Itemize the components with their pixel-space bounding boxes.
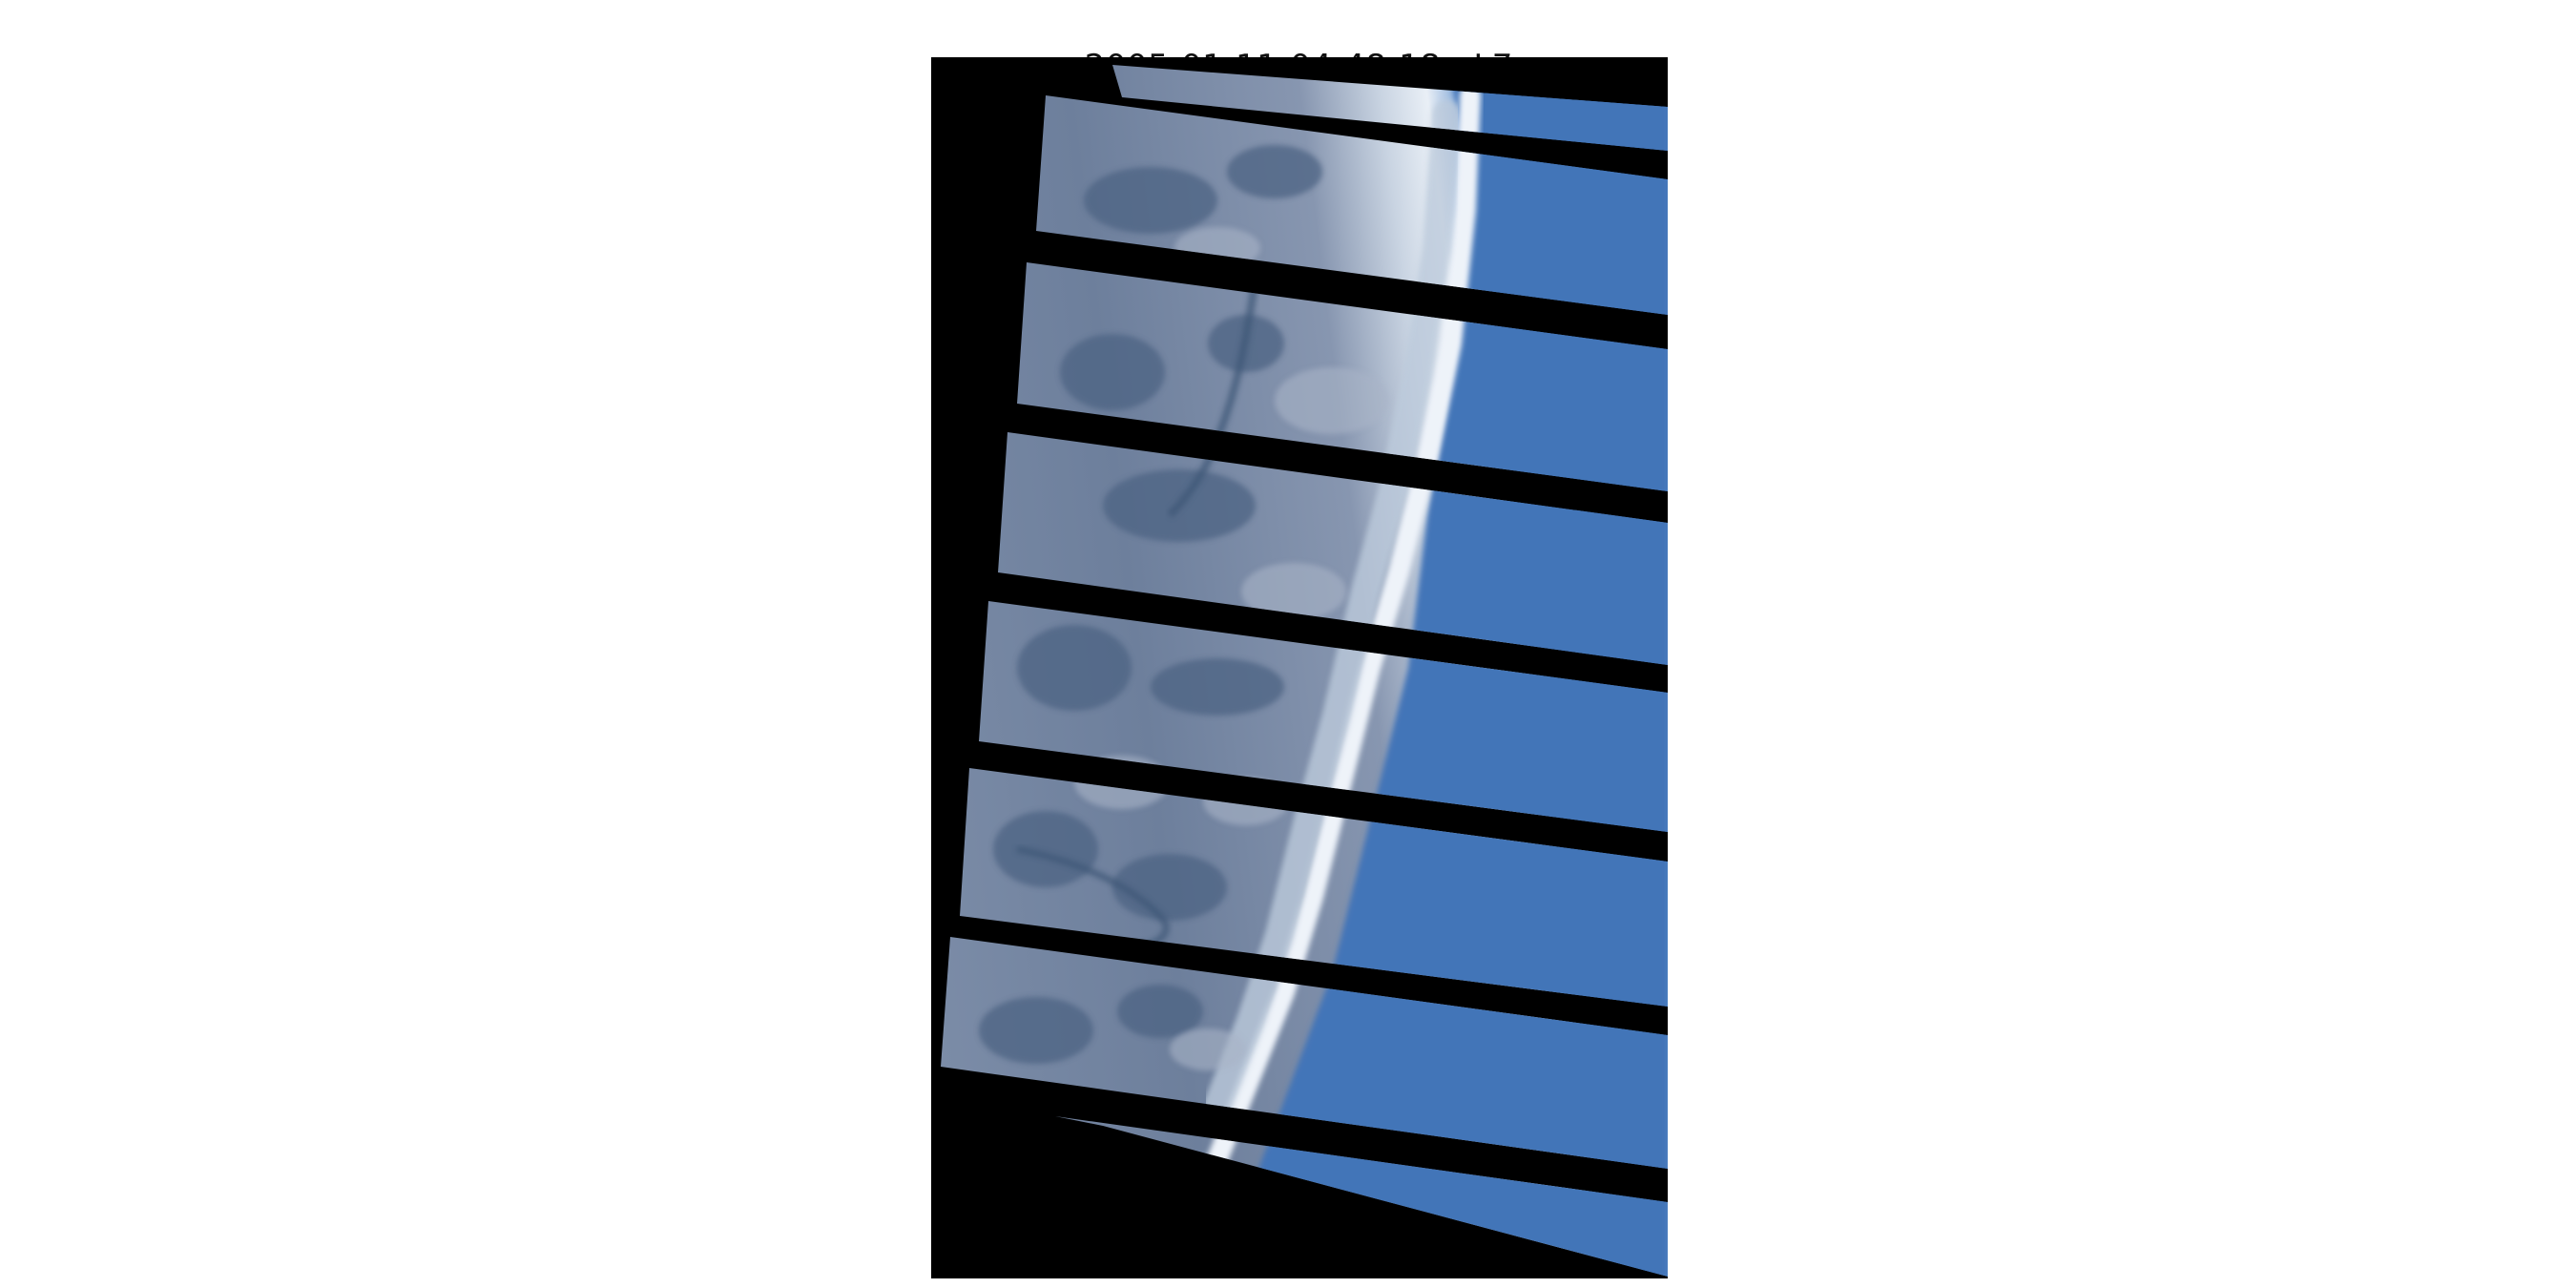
satellite-image	[931, 57, 1668, 1278]
satellite-image-canvas	[931, 57, 1668, 1278]
